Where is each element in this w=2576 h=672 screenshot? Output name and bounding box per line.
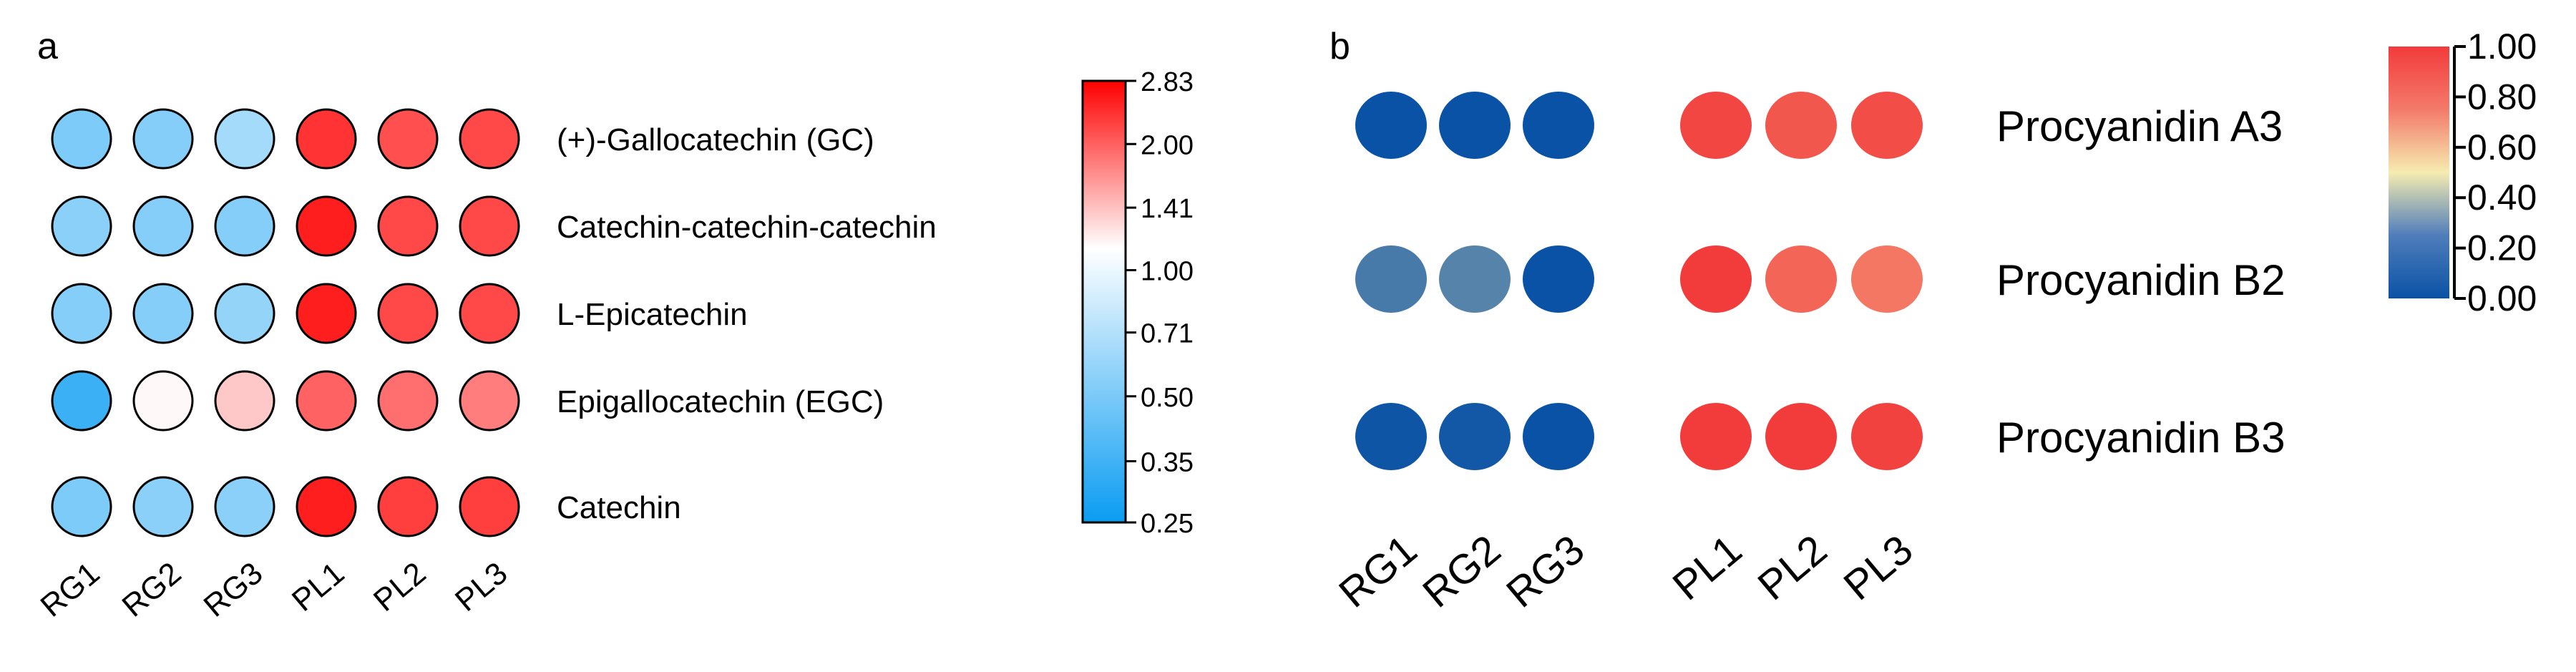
col-label-b: RG1 <box>1330 526 1425 616</box>
colorbar-a-tick-label: 2.83 <box>1141 67 1194 97</box>
col-label-b: PL2 <box>1750 526 1836 609</box>
cell-b-r0-c4 <box>1765 92 1837 159</box>
cell-a-r3-c2 <box>214 370 275 432</box>
col-label-b: PL3 <box>1835 526 1922 609</box>
cell-a-r2-c2 <box>214 283 275 344</box>
cell-b-r2-c3 <box>1680 403 1752 470</box>
cell-a-r3-c4 <box>377 370 439 432</box>
cell-a-r3-c1 <box>132 370 194 432</box>
colorbar-a-tick-label: 0.25 <box>1141 509 1194 539</box>
cell-a-r4-c3 <box>296 476 357 537</box>
cell-b-r1-c1 <box>1439 245 1511 313</box>
colorbar-a-tick-label: 0.71 <box>1141 319 1194 349</box>
cell-a-r2-c0 <box>51 283 112 344</box>
colorbar-b-tick-label: 0.80 <box>2467 77 2537 117</box>
cell-a-r3-c5 <box>459 370 520 432</box>
colorbar-b-tick-label: 1.00 <box>2467 26 2537 67</box>
colorbar-a-ticks: 2.83 2.00 1.41 1.00 0.71 0.50 0.35 0.25 <box>1126 67 1194 539</box>
cell-b-r0-c2 <box>1523 92 1594 159</box>
colorbar-b-tick-label: 0.40 <box>2467 177 2537 218</box>
col-label-a: PL2 <box>367 555 432 618</box>
cell-b-r1-c5 <box>1851 245 1923 313</box>
cell-a-r2-c1 <box>132 283 194 344</box>
cell-b-r2-c4 <box>1765 403 1837 470</box>
col-label-a: RG2 <box>116 555 188 624</box>
row-label-a: Epigallocatechin (EGC) <box>557 384 884 419</box>
colorbar-b-tick-label: 0.60 <box>2467 127 2537 167</box>
cell-a-r0-c3 <box>296 108 357 170</box>
cell-a-r2-c5 <box>459 283 520 344</box>
cell-a-r0-c4 <box>377 108 439 170</box>
cell-a-r4-c5 <box>459 476 520 537</box>
colorbar-b-tick-label: 0.00 <box>2467 278 2537 318</box>
cell-b-r1-c3 <box>1680 245 1752 313</box>
cell-b-r1-c2 <box>1523 245 1594 313</box>
panel-b-letter: b <box>1330 26 1350 67</box>
cell-b-r2-c5 <box>1851 403 1923 470</box>
cell-b-r1-c4 <box>1765 245 1837 313</box>
colorbar-b-ticks: 1.00 0.80 0.60 0.40 0.20 0.00 <box>2453 26 2537 318</box>
row-label-a: Catechin-catechin-catechin <box>557 210 937 245</box>
cell-a-r4-c0 <box>51 476 112 537</box>
row-label-b: Procyanidin B3 <box>1996 414 2285 462</box>
col-label-a: RG3 <box>197 555 270 624</box>
colorbar-b <box>2389 47 2449 298</box>
row-label-b: Procyanidin B2 <box>1996 256 2285 304</box>
cell-b-r2-c1 <box>1439 403 1511 470</box>
cell-b-r1-c0 <box>1355 245 1427 313</box>
row-label-a: (+)-Gallocatechin (GC) <box>557 122 874 157</box>
cell-b-r0-c3 <box>1680 92 1752 159</box>
cell-a-r3-c3 <box>296 370 357 432</box>
col-label-b: RG3 <box>1498 526 1593 616</box>
cell-a-r1-c1 <box>132 195 194 257</box>
cell-a-r1-c0 <box>51 195 112 257</box>
cell-a-r0-c0 <box>51 108 112 170</box>
panel-a-heatmap: (+)-Gallocatechin (GC) Catechin-catechin-… <box>34 108 937 624</box>
cell-a-r0-c1 <box>132 108 194 170</box>
colorbar-a-tick-label: 1.41 <box>1141 194 1194 224</box>
cell-a-r0-c5 <box>459 108 520 170</box>
row-label-a: Catechin <box>557 490 681 525</box>
cell-a-r0-c2 <box>214 108 275 170</box>
cell-b-r2-c0 <box>1355 403 1427 470</box>
col-label-a: PL1 <box>286 555 351 618</box>
cell-a-r2-c3 <box>296 283 357 344</box>
panel-a-letter: a <box>37 26 58 67</box>
cell-a-r1-c4 <box>377 195 439 257</box>
cell-a-r1-c5 <box>459 195 520 257</box>
cell-b-r0-c0 <box>1355 92 1427 159</box>
cell-a-r1-c3 <box>296 195 357 257</box>
col-label-b: RG2 <box>1414 526 1509 616</box>
row-label-b: Procyanidin A3 <box>1996 102 2283 150</box>
cell-b-r0-c1 <box>1439 92 1511 159</box>
cell-a-r2-c4 <box>377 283 439 344</box>
colorbar-a-tick-label: 0.50 <box>1141 383 1194 413</box>
colorbar-a-tick-label: 1.00 <box>1141 257 1194 287</box>
cell-a-r4-c2 <box>214 476 275 537</box>
cell-a-r4-c4 <box>377 476 439 537</box>
cell-a-r4-c1 <box>132 476 194 537</box>
row-label-a: L-Epicatechin <box>557 297 748 332</box>
colorbar-a-tick-label: 0.35 <box>1141 447 1194 477</box>
cell-b-r0-c5 <box>1851 92 1923 159</box>
col-label-b: PL1 <box>1664 526 1751 609</box>
cell-a-r1-c2 <box>214 195 275 257</box>
col-label-a: RG1 <box>34 555 107 624</box>
colorbar-a-tick-label: 2.00 <box>1141 130 1194 160</box>
colorbar-b-tick-label: 0.20 <box>2467 228 2537 268</box>
colorbar-a <box>1081 79 1127 524</box>
panel-b-heatmap: Procyanidin A3 Procyanidin B2 Procyanidin … <box>1330 92 2285 617</box>
cell-a-r3-c0 <box>51 370 112 432</box>
cell-b-r2-c2 <box>1523 403 1594 470</box>
col-label-a: PL3 <box>449 555 514 618</box>
